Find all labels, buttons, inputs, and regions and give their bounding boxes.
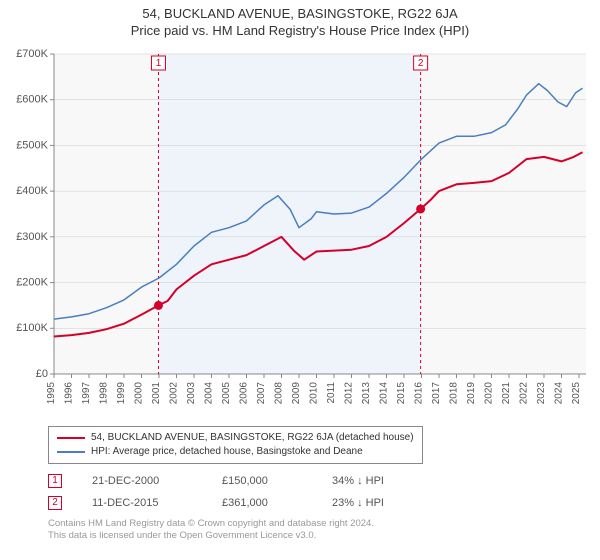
svg-text:2004: 2004 (204, 382, 215, 405)
svg-text:2013: 2013 (361, 382, 372, 405)
svg-text:2002: 2002 (169, 382, 180, 405)
footer-line-1: Contains HM Land Registry data © Crown c… (48, 518, 374, 530)
svg-text:£300K: £300K (16, 231, 48, 243)
svg-text:£700K: £700K (16, 48, 48, 60)
svg-text:2000: 2000 (134, 382, 145, 405)
transaction-date: 11-DEC-2015 (92, 497, 192, 509)
svg-text:2016: 2016 (414, 382, 425, 405)
legend-swatch-property (57, 437, 85, 439)
transaction-date: 21-DEC-2000 (92, 475, 192, 487)
chart-container: 54, BUCKLAND AVENUE, BASINGSTOKE, RG22 6… (0, 0, 600, 560)
svg-text:1998: 1998 (99, 382, 110, 405)
svg-text:1: 1 (156, 58, 162, 69)
svg-text:2018: 2018 (449, 382, 460, 405)
transaction-row: 1 21-DEC-2000 £150,000 34% ↓ HPI (48, 470, 422, 492)
svg-text:2014: 2014 (379, 382, 390, 405)
svg-text:£400K: £400K (16, 185, 48, 197)
svg-text:1996: 1996 (64, 382, 75, 405)
chart-title: 54, BUCKLAND AVENUE, BASINGSTOKE, RG22 6… (0, 0, 600, 21)
transaction-marker-2: 2 (48, 496, 62, 510)
transaction-pct: 23% ↓ HPI (332, 497, 422, 509)
svg-text:£600K: £600K (16, 94, 48, 106)
svg-text:2008: 2008 (274, 382, 285, 405)
svg-text:2022: 2022 (519, 382, 530, 405)
svg-text:£100K: £100K (16, 322, 48, 334)
svg-text:2009: 2009 (291, 382, 302, 405)
transaction-price: £361,000 (222, 497, 302, 509)
svg-text:2012: 2012 (344, 382, 355, 405)
svg-text:1999: 1999 (116, 382, 127, 405)
svg-text:2006: 2006 (239, 382, 250, 405)
svg-text:£500K: £500K (16, 139, 48, 151)
transaction-marker-1: 1 (48, 474, 62, 488)
legend-swatch-hpi (57, 451, 85, 453)
svg-text:£0: £0 (36, 368, 48, 380)
transaction-pct: 34% ↓ HPI (332, 475, 422, 487)
svg-text:2020: 2020 (484, 382, 495, 405)
svg-text:1997: 1997 (81, 382, 92, 405)
svg-text:2015: 2015 (396, 382, 407, 405)
footer-attribution: Contains HM Land Registry data © Crown c… (48, 518, 374, 542)
footer-line-2: This data is licensed under the Open Gov… (48, 530, 374, 542)
svg-text:2023: 2023 (536, 382, 547, 405)
legend: 54, BUCKLAND AVENUE, BASINGSTOKE, RG22 6… (48, 426, 423, 464)
chart-svg: £0 £100K £200K £300K £400K £500K £600K £700K 199… (8, 48, 592, 418)
legend-row-hpi: HPI: Average price, detached house, Basi… (57, 445, 414, 459)
svg-text:2003: 2003 (186, 382, 197, 405)
svg-text:2021: 2021 (501, 382, 512, 405)
svg-text:2017: 2017 (431, 382, 442, 405)
svg-text:2010: 2010 (309, 382, 320, 405)
transaction-row: 2 11-DEC-2015 £361,000 23% ↓ HPI (48, 492, 422, 514)
svg-text:1995: 1995 (46, 382, 57, 405)
legend-label-property: 54, BUCKLAND AVENUE, BASINGSTOKE, RG22 6… (91, 431, 414, 445)
transaction-table: 1 21-DEC-2000 £150,000 34% ↓ HPI 2 11-DE… (48, 470, 422, 514)
chart-subtitle: Price paid vs. HM Land Registry's House … (0, 21, 600, 38)
svg-text:2011: 2011 (326, 382, 337, 404)
svg-text:£200K: £200K (16, 276, 48, 288)
svg-text:2024: 2024 (554, 382, 565, 405)
svg-text:2: 2 (418, 58, 424, 69)
legend-row-property: 54, BUCKLAND AVENUE, BASINGSTOKE, RG22 6… (57, 431, 414, 445)
chart-area: £0 £100K £200K £300K £400K £500K £600K £700K 199… (8, 48, 592, 418)
transaction-price: £150,000 (222, 475, 302, 487)
legend-label-hpi: HPI: Average price, detached house, Basi… (91, 445, 363, 459)
svg-text:2019: 2019 (466, 382, 477, 405)
svg-text:2025: 2025 (571, 382, 582, 405)
svg-text:2001: 2001 (151, 382, 162, 405)
svg-text:2007: 2007 (256, 382, 267, 405)
svg-text:2005: 2005 (221, 382, 232, 405)
